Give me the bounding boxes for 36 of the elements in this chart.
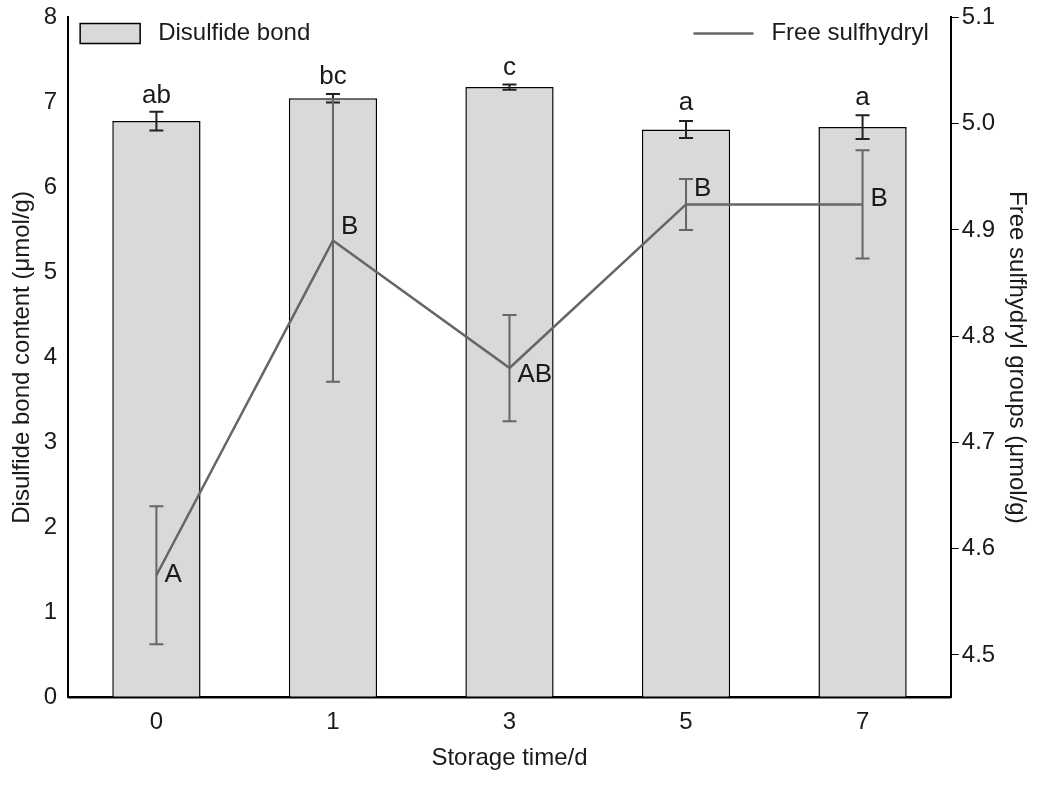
annotation: B — [870, 182, 888, 213]
y-tick-label: 4 — [43, 342, 58, 370]
y2-tick-label: 5.1 — [961, 2, 996, 30]
x-axis-title: Storage time/d — [431, 743, 588, 771]
y2-tick-label: 4.7 — [961, 427, 996, 455]
x-tick-label: 1 — [326, 707, 340, 735]
annotation: AB — [517, 358, 553, 389]
legend-label: Disulfide bond — [158, 18, 311, 46]
y2-tick-label: 4.6 — [961, 533, 996, 561]
y2-tick-label: 4.9 — [961, 214, 996, 242]
y2-tick-label: 4.5 — [961, 639, 996, 667]
annotation: B — [694, 172, 712, 203]
x-tick-label: 3 — [502, 707, 517, 735]
annotation: bc — [319, 60, 347, 91]
annotation: a — [678, 86, 694, 117]
y2-tick-label: 5.0 — [961, 108, 996, 136]
legend-label: Free sulfhydryl — [771, 18, 929, 46]
y-tick-label: 6 — [43, 172, 58, 200]
y-tick-label: 7 — [43, 87, 58, 115]
y2-axis-title: Free sulfhydryl groups (μmol/g) — [1004, 191, 1032, 524]
y-tick-label: 0 — [43, 682, 58, 710]
x-tick-label: 7 — [855, 707, 870, 735]
annotation: B — [340, 209, 359, 240]
y-tick-label: 8 — [43, 2, 58, 30]
annotation: ab — [141, 78, 171, 109]
y-tick-label: 1 — [43, 597, 58, 625]
annotation: c — [502, 50, 516, 81]
y-axis-title: Disulfide bond content (μmol/g) — [7, 191, 35, 524]
annotation: A — [164, 558, 183, 589]
y-tick-label: 3 — [43, 427, 58, 455]
y-tick-label: 5 — [43, 257, 58, 285]
x-tick-label: 0 — [149, 707, 164, 735]
annotation: a — [855, 81, 871, 112]
x-tick-label: 5 — [679, 707, 693, 735]
y2-tick-label: 4.8 — [961, 320, 996, 348]
y-tick-label: 2 — [43, 512, 58, 540]
